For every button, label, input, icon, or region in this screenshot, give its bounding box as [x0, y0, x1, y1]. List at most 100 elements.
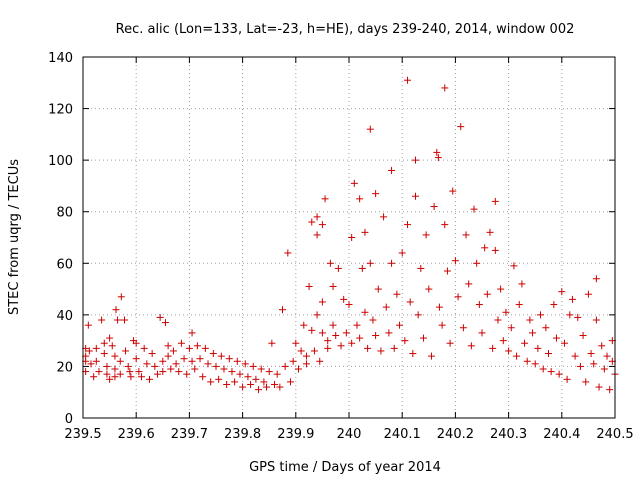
data-point	[204, 360, 212, 368]
data-point	[231, 378, 239, 386]
data-point	[103, 370, 111, 378]
x-tick-label: 240.2	[437, 427, 474, 442]
data-point	[342, 329, 350, 337]
data-point	[422, 231, 430, 239]
data-point	[120, 316, 128, 324]
data-point	[87, 360, 95, 368]
data-point	[547, 368, 555, 376]
data-point	[478, 329, 486, 337]
data-point	[196, 355, 204, 363]
data-point	[523, 357, 531, 365]
data-point	[531, 360, 539, 368]
data-point	[247, 380, 255, 388]
data-point	[494, 316, 502, 324]
data-point	[302, 360, 310, 368]
data-point	[592, 316, 600, 324]
data-point	[146, 375, 153, 383]
data-point	[84, 321, 92, 329]
data-point	[122, 347, 130, 355]
data-point	[265, 368, 273, 376]
data-point	[260, 378, 268, 386]
data-point	[356, 334, 364, 342]
data-point	[156, 313, 164, 321]
data-point	[310, 347, 318, 355]
data-point	[451, 257, 459, 265]
data-point	[491, 246, 499, 254]
x-tick-label: 239.7	[171, 427, 208, 442]
y-axis-label: STEC from uqrg / TECUs	[7, 159, 22, 315]
data-point	[151, 362, 159, 370]
y-tick-label: 60	[56, 257, 73, 272]
data-point	[412, 156, 419, 164]
data-point	[385, 329, 393, 337]
data-point	[228, 368, 236, 376]
data-point	[358, 264, 366, 272]
data-point	[236, 370, 244, 378]
data-point	[449, 187, 457, 195]
data-point	[332, 331, 340, 339]
x-tick-label: 239.9	[277, 427, 314, 442]
data-point	[92, 357, 100, 365]
data-point	[217, 352, 225, 360]
data-point	[457, 123, 465, 131]
data-point	[329, 282, 337, 290]
x-tick-label: 239.5	[64, 427, 101, 442]
data-point	[491, 197, 499, 205]
x-tick-label: 240.1	[384, 427, 421, 442]
data-point	[427, 352, 435, 360]
data-point	[153, 370, 161, 378]
data-point	[164, 342, 172, 350]
data-point	[255, 386, 263, 394]
data-point	[390, 344, 398, 352]
data-point	[388, 166, 396, 174]
data-point	[159, 357, 167, 365]
data-point	[300, 321, 308, 329]
data-point	[159, 368, 167, 376]
data-point	[568, 295, 576, 303]
data-point	[513, 352, 521, 360]
data-point	[433, 148, 441, 156]
data-point	[292, 339, 300, 347]
data-point	[507, 324, 515, 332]
data-point	[606, 386, 614, 394]
data-point	[380, 213, 388, 221]
data-point	[273, 370, 281, 378]
data-point	[241, 360, 249, 368]
data-point	[308, 218, 316, 226]
data-point	[584, 290, 592, 298]
data-point	[364, 344, 372, 352]
data-point	[135, 368, 143, 376]
data-point	[425, 285, 433, 293]
data-point	[225, 355, 233, 363]
data-point	[100, 339, 108, 347]
data-point	[574, 313, 582, 321]
data-point	[353, 321, 361, 329]
x-tick-label: 240.3	[490, 427, 527, 442]
data-point	[603, 352, 611, 360]
data-point	[220, 365, 228, 373]
data-point	[318, 221, 326, 229]
data-point	[510, 262, 518, 270]
data-point	[92, 344, 100, 352]
data-point	[361, 228, 369, 236]
data-point	[372, 190, 380, 198]
data-point	[111, 365, 119, 373]
data-point	[286, 378, 294, 386]
data-point	[582, 378, 590, 386]
data-point	[539, 365, 547, 373]
data-point	[481, 244, 489, 252]
data-point	[124, 362, 132, 370]
data-point	[324, 337, 332, 345]
data-point	[167, 365, 175, 373]
data-point	[404, 221, 412, 229]
data-point	[499, 337, 507, 345]
data-point	[305, 282, 313, 290]
data-point	[169, 347, 177, 355]
data-point	[592, 275, 600, 283]
x-tick-label: 240.4	[543, 427, 580, 442]
data-point	[212, 362, 220, 370]
data-point	[207, 378, 215, 386]
data-point	[398, 249, 406, 257]
data-point	[489, 344, 497, 352]
data-point	[550, 301, 558, 309]
